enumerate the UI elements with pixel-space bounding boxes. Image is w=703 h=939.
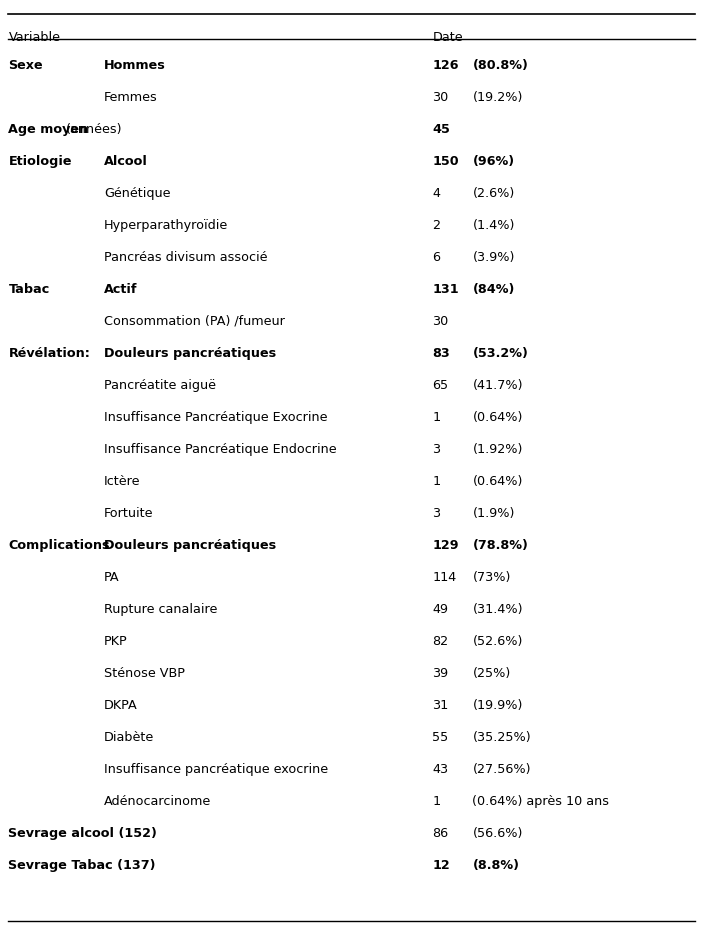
Text: 65: 65	[432, 379, 449, 392]
Text: 82: 82	[432, 635, 449, 648]
Text: Insuffisance Pancréatique Endocrine: Insuffisance Pancréatique Endocrine	[104, 443, 337, 456]
Text: 31: 31	[432, 699, 449, 712]
Text: 55: 55	[432, 731, 449, 744]
Text: Révélation:: Révélation:	[8, 347, 90, 360]
Text: 4: 4	[432, 187, 440, 200]
Text: Génétique: Génétique	[104, 187, 171, 200]
Text: (1.92%): (1.92%)	[472, 443, 523, 456]
Text: 2: 2	[432, 219, 440, 232]
Text: 1: 1	[432, 475, 441, 488]
Text: Age moyen: Age moyen	[8, 123, 89, 136]
Text: Sevrage alcool (152): Sevrage alcool (152)	[8, 827, 157, 840]
Text: 39: 39	[432, 667, 449, 680]
Text: (0.64%): (0.64%)	[472, 475, 523, 488]
Text: 6: 6	[432, 251, 440, 264]
Text: 30: 30	[432, 91, 449, 104]
Text: Actif: Actif	[104, 283, 138, 296]
Text: 1: 1	[432, 411, 441, 424]
Text: (73%): (73%)	[472, 571, 511, 584]
Text: (1.9%): (1.9%)	[472, 507, 515, 520]
Text: Insuffisance Pancréatique Exocrine: Insuffisance Pancréatique Exocrine	[104, 411, 328, 424]
Text: Alcool: Alcool	[104, 155, 148, 168]
Text: Hyperparathyroïdie: Hyperparathyroïdie	[104, 219, 228, 232]
Text: Rupture canalaire: Rupture canalaire	[104, 603, 217, 616]
Text: 86: 86	[432, 827, 449, 840]
Text: Consommation (PA) /fumeur: Consommation (PA) /fumeur	[104, 315, 285, 328]
Text: DKPA: DKPA	[104, 699, 138, 712]
Text: (0.64%) après 10 ans: (0.64%) après 10 ans	[472, 795, 610, 808]
Text: 3: 3	[432, 443, 441, 456]
Text: Etiologie: Etiologie	[8, 155, 72, 168]
Text: PA: PA	[104, 571, 120, 584]
Text: Fortuite: Fortuite	[104, 507, 153, 520]
Text: (19.9%): (19.9%)	[472, 699, 523, 712]
Text: (84%): (84%)	[472, 283, 515, 296]
Text: Diabète: Diabète	[104, 731, 154, 744]
Text: Hommes: Hommes	[104, 59, 166, 72]
Text: Date: Date	[432, 31, 463, 44]
Text: Douleurs pancréatiques: Douleurs pancréatiques	[104, 539, 276, 552]
Text: 3: 3	[432, 507, 441, 520]
Text: 30: 30	[432, 315, 449, 328]
Text: 126: 126	[432, 59, 459, 72]
Text: (78.8%): (78.8%)	[472, 539, 528, 552]
Text: (27.56%): (27.56%)	[472, 763, 531, 776]
Text: 43: 43	[432, 763, 449, 776]
Text: 45: 45	[432, 123, 450, 136]
Text: (80.8%): (80.8%)	[472, 59, 528, 72]
Text: (25%): (25%)	[472, 667, 510, 680]
Text: Ictère: Ictère	[104, 475, 141, 488]
Text: (2.6%): (2.6%)	[472, 187, 515, 200]
Text: 83: 83	[432, 347, 450, 360]
Text: Sexe: Sexe	[8, 59, 43, 72]
Text: (8.8%): (8.8%)	[472, 859, 520, 872]
Text: (3.9%): (3.9%)	[472, 251, 515, 264]
Text: Douleurs pancréatiques: Douleurs pancréatiques	[104, 347, 276, 360]
Text: (31.4%): (31.4%)	[472, 603, 523, 616]
Text: Variable: Variable	[8, 31, 60, 44]
Text: 114: 114	[432, 571, 456, 584]
Text: 12: 12	[432, 859, 450, 872]
Text: Insuffisance pancréatique exocrine: Insuffisance pancréatique exocrine	[104, 763, 328, 776]
Text: 1: 1	[432, 795, 441, 808]
Text: Sevrage Tabac (137): Sevrage Tabac (137)	[8, 859, 156, 872]
Text: Tabac: Tabac	[8, 283, 50, 296]
Text: 150: 150	[432, 155, 459, 168]
Text: 129: 129	[432, 539, 459, 552]
Text: (années): (années)	[66, 123, 122, 136]
Text: Pancréatite aiguë: Pancréatite aiguë	[104, 379, 216, 392]
Text: (52.6%): (52.6%)	[472, 635, 523, 648]
Text: 131: 131	[432, 283, 459, 296]
Text: Femmes: Femmes	[104, 91, 157, 104]
Text: Pancréas divisum associé: Pancréas divisum associé	[104, 251, 268, 264]
Text: (53.2%): (53.2%)	[472, 347, 528, 360]
Text: Complications: Complications	[8, 539, 110, 552]
Text: Adénocarcinome: Adénocarcinome	[104, 795, 212, 808]
Text: (19.2%): (19.2%)	[472, 91, 523, 104]
Text: PKP: PKP	[104, 635, 128, 648]
Text: (56.6%): (56.6%)	[472, 827, 523, 840]
Text: 49: 49	[432, 603, 449, 616]
Text: (1.4%): (1.4%)	[472, 219, 515, 232]
Text: (35.25%): (35.25%)	[472, 731, 531, 744]
Text: (41.7%): (41.7%)	[472, 379, 523, 392]
Text: Sténose VBP: Sténose VBP	[104, 667, 185, 680]
Text: (96%): (96%)	[472, 155, 515, 168]
Text: (0.64%): (0.64%)	[472, 411, 523, 424]
